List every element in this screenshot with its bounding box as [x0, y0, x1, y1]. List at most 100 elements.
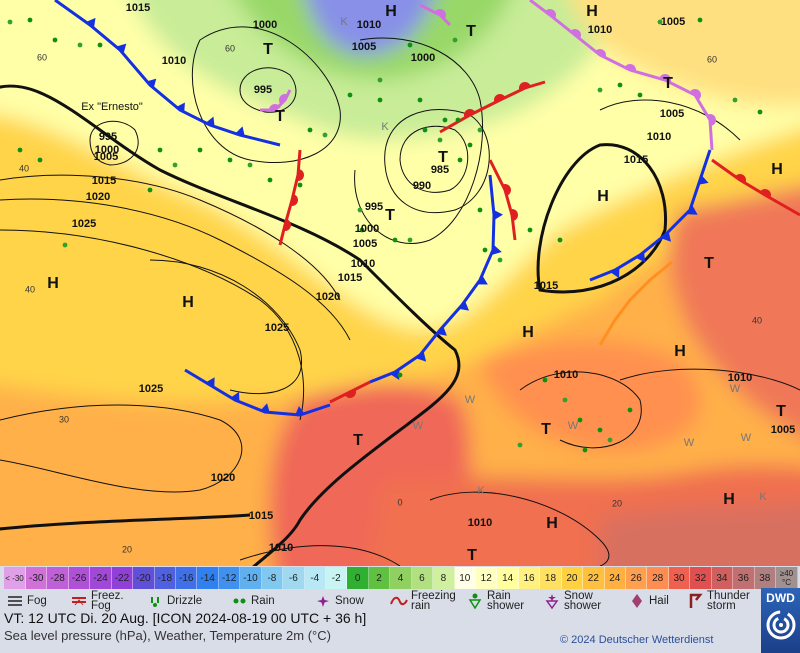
scale-cell: -6: [283, 567, 305, 589]
pressure-center: T: [466, 23, 476, 40]
grid-label: 40: [19, 163, 29, 173]
weather-symbol: [97, 42, 103, 48]
weather-symbol: [697, 17, 703, 23]
legend-icon: [151, 597, 159, 607]
scale-cell: 24: [604, 567, 626, 589]
front: [184, 368, 331, 417]
front: [369, 174, 503, 384]
grid-label: 30: [59, 414, 69, 424]
pressure-center: T: [663, 75, 673, 92]
scale-cell: < -30: [4, 567, 26, 589]
pressure-label: 990: [413, 180, 431, 192]
pressure-center: T: [467, 547, 477, 564]
front: [329, 380, 371, 404]
pressure-label: 1015: [92, 175, 116, 187]
weather-symbol: [407, 42, 413, 48]
pressure-label: 1015: [249, 510, 273, 522]
legend-item: Hail: [628, 589, 683, 613]
weather-symbol: [557, 237, 563, 243]
legend-label: Thunder storm: [707, 590, 750, 612]
weather-symbol: [582, 447, 588, 453]
icon-shape: [548, 594, 556, 602]
weather-symbol: [542, 377, 548, 383]
subtitle: Sea level pressure (hPa), Weather, Tempe…: [4, 628, 331, 643]
weather-symbol: [482, 247, 488, 253]
scale-cell: -16: [176, 567, 198, 589]
weather-symbol: [757, 109, 763, 115]
copyright: © 2024 Deutscher Wetterdienst: [560, 634, 714, 646]
legend-item: Freezing rain: [390, 589, 462, 613]
scale-cell: -26: [68, 567, 91, 589]
pressure-label: 1005: [353, 238, 377, 250]
weather-symbol: [377, 77, 383, 83]
weather-symbol: [517, 442, 523, 448]
pressure-center: T: [263, 41, 273, 58]
isobar: [619, 368, 800, 391]
temperature-region: [600, 503, 800, 566]
weather-symbol: [497, 257, 503, 263]
pressure-label: 985: [431, 164, 449, 176]
weather-letter: K: [759, 491, 767, 503]
scale-cell: 0: [347, 567, 369, 589]
icon-shape: [472, 593, 478, 599]
weather-letter: W: [413, 420, 424, 432]
pressure-label: 1015: [338, 272, 362, 284]
pressure-center: T: [541, 421, 551, 438]
valid-time: VT: 12 UTC Di. 20 Aug. [ICON 2024-08-19 …: [4, 610, 367, 626]
icon-shape: [545, 600, 559, 610]
grid-label: 40: [752, 315, 762, 325]
weather-symbol: [397, 372, 403, 378]
isobar: [0, 404, 243, 493]
scale-cell: -20: [133, 567, 155, 589]
pressure-label: 1020: [211, 472, 235, 484]
grid-label: 20: [612, 498, 622, 508]
logo: DWD: [761, 588, 800, 653]
pressure-label: 1010: [728, 372, 752, 384]
weather-symbol: [422, 127, 428, 133]
grid-label: 60: [37, 52, 47, 62]
legend-icon: [72, 597, 86, 606]
legend-item: Freez. Fog: [70, 589, 140, 613]
weather-letter: W: [730, 383, 741, 395]
pressure-center: H: [723, 491, 735, 508]
weather-symbol: [77, 42, 83, 48]
scale-cell: -24: [90, 567, 112, 589]
icon-shape: [390, 596, 408, 606]
weather-symbol: [307, 127, 313, 133]
front: [488, 159, 518, 241]
weather-symbol: [637, 92, 643, 98]
pressure-label: 1015: [624, 154, 648, 166]
icon-shape: [151, 597, 159, 603]
weather-symbol: [627, 407, 633, 413]
scale-cell: 14: [497, 567, 519, 589]
isobar: [239, 545, 401, 566]
pressure-label: 995: [99, 131, 117, 143]
legend-label: Drizzle: [167, 595, 203, 607]
storm-name: Ex "Ernesto": [81, 101, 143, 113]
grid-label: 0: [397, 497, 402, 507]
legend-label: Hail: [649, 595, 669, 607]
scale-cell: -30: [26, 567, 48, 589]
scale-cell: 18: [540, 567, 562, 589]
scale-cell: -8: [261, 567, 284, 589]
front: [711, 158, 800, 217]
icon-shape: [233, 598, 239, 604]
isobar: [519, 371, 642, 449]
pressure-label: 1005: [94, 151, 118, 163]
legend-label: Snow shower: [564, 590, 602, 612]
pressure-label: 1015: [126, 2, 150, 14]
weather-symbol: [477, 207, 483, 213]
legend-item: Fog: [6, 589, 66, 613]
weather-symbol: [7, 19, 13, 25]
weather-letter: W: [568, 420, 579, 432]
weather-letter: W: [741, 432, 752, 444]
weather-symbol: [297, 182, 303, 188]
scale-cell: -12: [218, 567, 241, 589]
pressure-center: H: [597, 188, 609, 205]
isobar: [399, 125, 469, 193]
isobar: [0, 174, 341, 301]
scale-cell: -10: [240, 567, 262, 589]
scale-cell: 30: [668, 567, 691, 589]
weather-symbol: [52, 37, 58, 43]
